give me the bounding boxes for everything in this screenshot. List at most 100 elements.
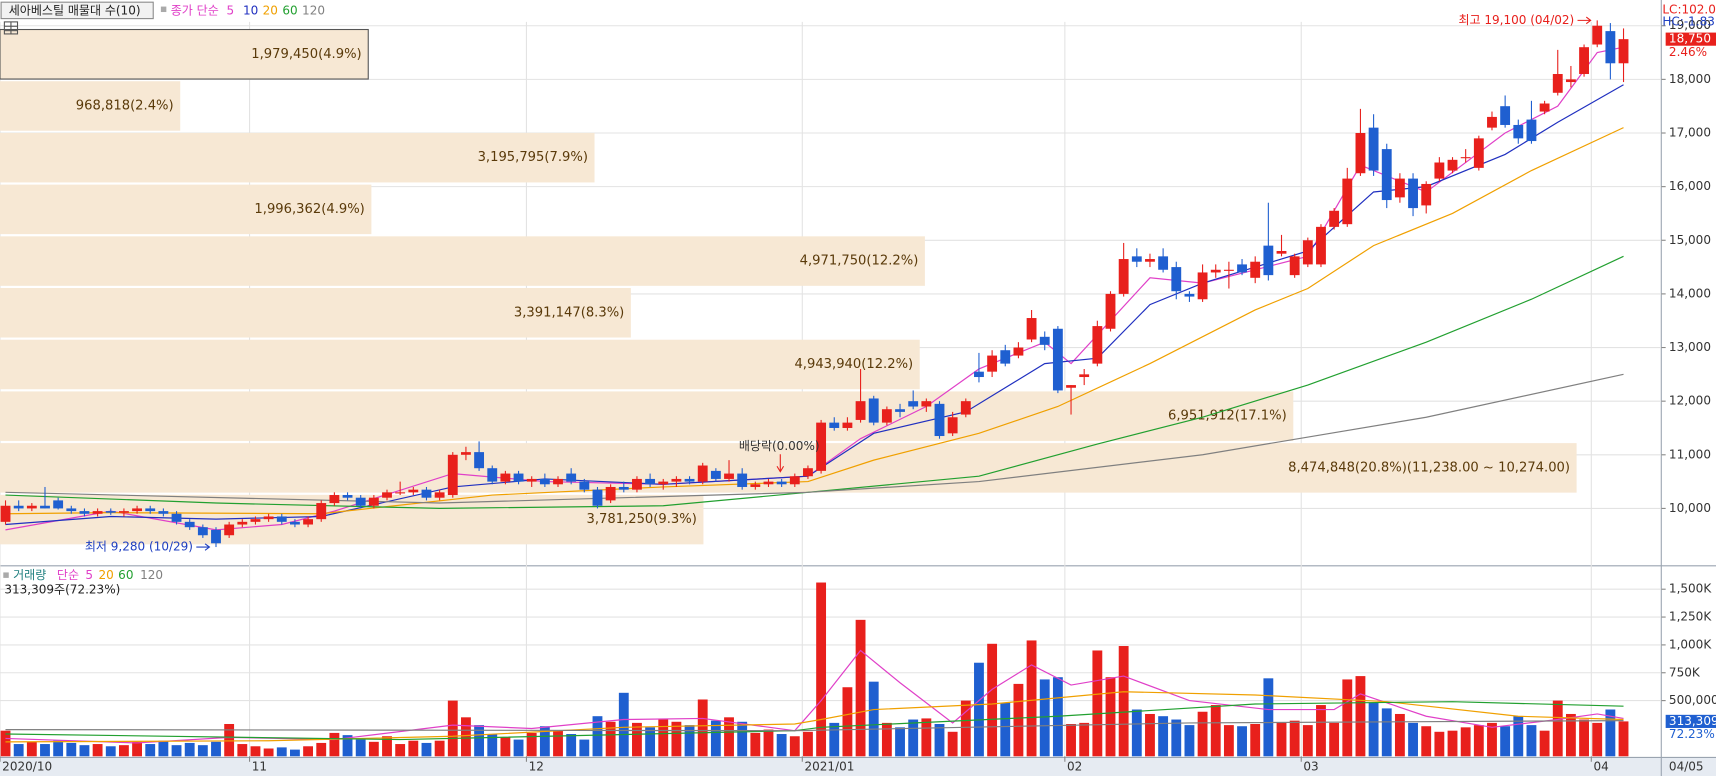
candle-body bbox=[382, 492, 392, 498]
volume-bar bbox=[1605, 709, 1616, 757]
legend-entry: 20 bbox=[263, 3, 278, 17]
y-tick-label: 13,000 bbox=[1669, 340, 1711, 354]
last-volume-box bbox=[1665, 714, 1716, 728]
volume-bar bbox=[1105, 677, 1116, 757]
volume-tick-label: 1,000K bbox=[1669, 637, 1712, 651]
candle-body bbox=[224, 524, 235, 536]
x-tick-label: 2021/01 bbox=[804, 760, 854, 774]
candle-body bbox=[960, 401, 971, 415]
volume-ma-line bbox=[5, 720, 1624, 732]
candle-body bbox=[1565, 79, 1576, 83]
candle-body bbox=[1421, 183, 1432, 206]
volume-bar bbox=[803, 731, 813, 757]
volume-bar bbox=[1000, 702, 1011, 757]
volume-bar bbox=[763, 729, 774, 757]
y-tick-label: 19,000 bbox=[1669, 18, 1711, 32]
volume-bar bbox=[145, 744, 156, 757]
candle-body bbox=[645, 478, 656, 485]
volume-bar bbox=[960, 700, 971, 757]
volume-bar bbox=[1131, 709, 1142, 757]
candle-body bbox=[750, 484, 761, 487]
candle-body bbox=[13, 505, 24, 509]
volume-bar bbox=[684, 725, 695, 757]
volume-bar bbox=[579, 739, 590, 757]
profile-bar bbox=[0, 391, 1294, 441]
candle-body bbox=[1000, 350, 1011, 364]
profile-label: 1,996,362(4.9%) bbox=[254, 202, 364, 217]
volume-bar bbox=[1355, 676, 1366, 757]
volume-bar bbox=[1026, 640, 1037, 757]
volume-tick-label: 1,500K bbox=[1669, 582, 1712, 596]
button-box[interactable] bbox=[0, 1, 154, 20]
candle-body bbox=[1210, 269, 1221, 273]
candle-body bbox=[605, 486, 616, 501]
volume-bar bbox=[1237, 726, 1247, 757]
candle-body bbox=[1302, 240, 1313, 265]
candle-body bbox=[842, 422, 853, 428]
candle-body bbox=[816, 422, 827, 471]
volume-bar bbox=[13, 744, 24, 757]
candle-body bbox=[1197, 272, 1208, 300]
change-label: 2.46% bbox=[1669, 45, 1707, 59]
candle-body bbox=[500, 473, 511, 482]
candle-body bbox=[829, 422, 840, 428]
candle-body bbox=[105, 511, 116, 513]
profile-bar bbox=[0, 132, 595, 183]
volume-legend-prefix: 거래량 bbox=[13, 568, 46, 582]
candle-body bbox=[66, 508, 77, 512]
volume-bar bbox=[737, 721, 748, 757]
profile-label: 3,781,250(9.3%) bbox=[586, 512, 696, 527]
y-tick-label: 14,000 bbox=[1669, 286, 1711, 300]
candle-body bbox=[855, 401, 866, 420]
volume-ratio-label: 72.23% bbox=[1669, 727, 1715, 741]
candle-body bbox=[40, 505, 50, 509]
candle-body bbox=[684, 478, 695, 482]
candle-body bbox=[1223, 269, 1234, 271]
candle-body bbox=[145, 508, 156, 512]
candle-body bbox=[1460, 157, 1471, 159]
candle-body bbox=[1408, 178, 1418, 209]
volume-bar bbox=[118, 745, 129, 757]
candle-body bbox=[1526, 119, 1537, 142]
title-button[interactable]: 세아베스틸 매물대 수(10) bbox=[0, 1, 154, 20]
candle-body bbox=[921, 401, 932, 407]
candle-body bbox=[316, 503, 327, 520]
volume-bar bbox=[132, 741, 142, 757]
x-tick-label: 03 bbox=[1303, 760, 1318, 774]
candle-body bbox=[579, 481, 590, 490]
volume-bar bbox=[197, 745, 208, 757]
volume-bar bbox=[1408, 722, 1418, 757]
volume-bar bbox=[789, 736, 800, 757]
volume-bar bbox=[632, 722, 642, 757]
volume-bar bbox=[1368, 702, 1379, 757]
candle-body bbox=[1368, 127, 1379, 171]
volume-bar bbox=[1618, 721, 1629, 757]
candle-body bbox=[461, 452, 471, 455]
candle-body bbox=[895, 409, 905, 412]
volume-bar bbox=[92, 744, 103, 757]
candle-body bbox=[789, 476, 800, 485]
candle-body bbox=[1105, 293, 1116, 329]
candle-body bbox=[1487, 116, 1497, 128]
button-text[interactable]: 세아베스틸 매물대 수(10) bbox=[9, 3, 141, 17]
candle-body bbox=[79, 511, 90, 514]
volume-bar bbox=[1197, 711, 1208, 757]
volume-bar bbox=[724, 717, 734, 757]
candle-body bbox=[513, 473, 524, 482]
volume-bar bbox=[1276, 722, 1287, 757]
volume-bar bbox=[1421, 726, 1432, 757]
candle-body bbox=[1092, 326, 1103, 364]
volume-bar bbox=[671, 721, 682, 757]
low-annotation: 최저 9,280 (10/29) bbox=[85, 540, 193, 554]
candle-body bbox=[592, 489, 603, 506]
volume-bar bbox=[342, 735, 353, 757]
volume-bar bbox=[1329, 722, 1340, 757]
candle-body bbox=[618, 486, 629, 490]
volume-bar bbox=[1210, 705, 1221, 757]
candle-body bbox=[737, 473, 748, 487]
candle-body bbox=[553, 478, 563, 485]
profile-label: 1,979,450(4.9%) bbox=[251, 47, 361, 62]
volume-bar bbox=[263, 748, 274, 757]
